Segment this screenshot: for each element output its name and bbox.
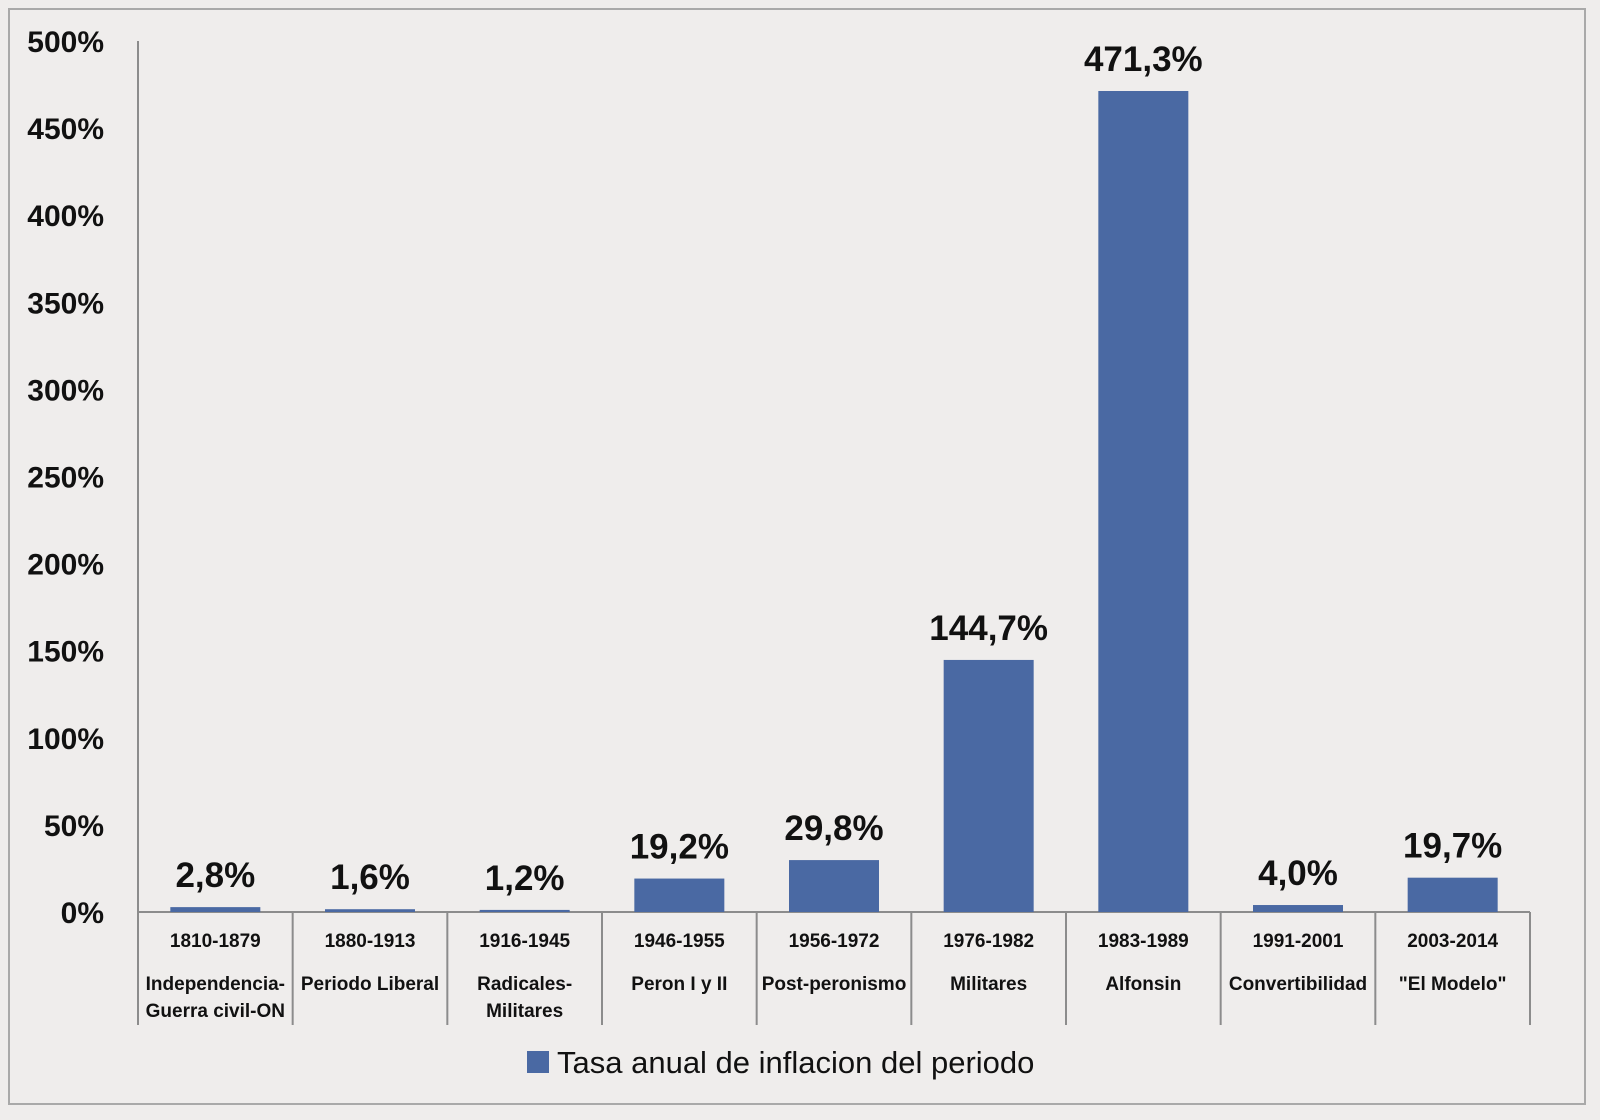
category-name-label: Alfonsin	[1105, 974, 1181, 995]
y-tick-label: 350%	[27, 287, 104, 320]
category-name-label: Peron I y II	[631, 974, 727, 995]
y-tick-label: 200%	[27, 549, 104, 582]
bar	[943, 659, 1034, 912]
y-tick-label: 300%	[27, 374, 104, 407]
y-tick-label: 0%	[61, 897, 104, 930]
data-label: 144,7%	[929, 609, 1048, 648]
category-period-label: 1880-1913	[325, 931, 416, 952]
category-period-label: 1991-2001	[1253, 931, 1344, 952]
y-tick-label: 150%	[27, 636, 104, 669]
y-tick-label: 100%	[27, 723, 104, 756]
y-tick-label: 500%	[27, 26, 104, 59]
category-period-label: 1956-1972	[789, 931, 880, 952]
data-label: 19,7%	[1403, 827, 1502, 866]
bar	[634, 878, 725, 912]
category-period-label: 1983-1989	[1098, 931, 1189, 952]
category-name-label: Militares	[950, 974, 1027, 995]
category-name-label: Independencia-	[146, 974, 285, 995]
bar	[1253, 905, 1343, 912]
category-name-label: Radicales-	[477, 974, 572, 995]
category-name-label: Post-peronismo	[762, 974, 907, 995]
category-period-label: 2003-2014	[1407, 931, 1498, 952]
bar	[1098, 90, 1189, 912]
data-label: 2,8%	[175, 856, 255, 895]
data-label: 1,6%	[330, 858, 410, 897]
bar	[1407, 877, 1498, 912]
y-tick-label: 400%	[27, 200, 104, 233]
bar	[170, 907, 261, 912]
category-period-label: 1810-1879	[170, 931, 261, 952]
legend-label: Tasa anual de inflacion del periodo	[557, 1045, 1034, 1080]
y-tick-label: 450%	[27, 113, 104, 146]
category-period-label: 1916-1945	[479, 931, 570, 952]
bar	[325, 909, 415, 912]
y-tick-label: 50%	[44, 810, 104, 843]
data-label: 29,8%	[784, 809, 883, 848]
category-name-label: Guerra civil-ON	[146, 1001, 285, 1022]
category-name-label: Periodo Liberal	[301, 974, 439, 995]
category-name-label: Militares	[486, 1001, 563, 1022]
category-name-label: Convertibilidad	[1229, 974, 1367, 995]
bar	[479, 909, 570, 912]
category-period-label: 1946-1955	[634, 931, 725, 952]
bar	[789, 860, 879, 912]
data-label: 4,0%	[1258, 854, 1338, 893]
chart-frame	[8, 8, 1586, 1105]
data-label: 471,3%	[1084, 40, 1203, 79]
legend-swatch	[527, 1051, 549, 1073]
data-label: 1,2%	[485, 859, 565, 898]
y-tick-label: 250%	[27, 462, 104, 495]
data-label: 19,2%	[630, 828, 729, 867]
category-period-label: 1976-1982	[943, 931, 1034, 952]
category-name-label: "El Modelo"	[1399, 974, 1507, 995]
